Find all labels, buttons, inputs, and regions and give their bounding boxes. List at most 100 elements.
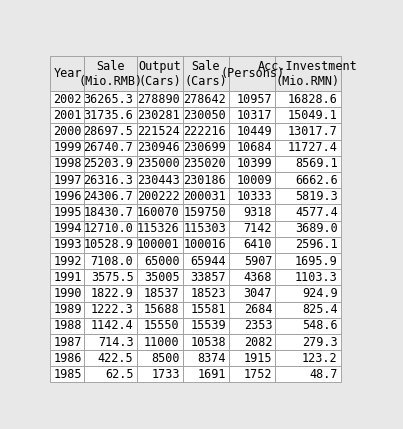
Bar	[275, 156, 341, 172]
Text: 8569.1: 8569.1	[295, 157, 338, 170]
Text: 15539: 15539	[190, 319, 226, 332]
Text: 3047: 3047	[244, 287, 272, 300]
Bar	[137, 57, 183, 91]
Bar	[50, 156, 84, 172]
Bar	[275, 350, 341, 366]
Bar	[50, 285, 84, 302]
Text: 2002: 2002	[54, 93, 82, 106]
Text: 235000: 235000	[137, 157, 180, 170]
Bar	[50, 366, 84, 383]
Bar	[183, 107, 229, 124]
Text: 28697.5: 28697.5	[83, 125, 133, 138]
Bar	[84, 107, 137, 124]
Text: 11727.4: 11727.4	[288, 141, 338, 154]
Bar	[84, 318, 137, 334]
Bar	[84, 350, 137, 366]
Bar	[275, 334, 341, 350]
Bar	[229, 221, 275, 237]
Bar	[137, 107, 183, 124]
Text: 1733: 1733	[151, 368, 180, 381]
Bar	[50, 237, 84, 253]
Text: 2082: 2082	[244, 335, 272, 348]
Text: 6410: 6410	[244, 239, 272, 251]
Bar	[275, 285, 341, 302]
Bar	[275, 91, 341, 107]
Bar	[84, 285, 137, 302]
Text: 160070: 160070	[137, 206, 180, 219]
Text: 1994: 1994	[54, 222, 82, 235]
Bar	[183, 124, 229, 140]
Bar	[50, 91, 84, 107]
Bar	[84, 269, 137, 285]
Text: 15049.1: 15049.1	[288, 109, 338, 122]
Text: 26316.3: 26316.3	[83, 174, 133, 187]
Text: 5907: 5907	[244, 254, 272, 268]
Text: 2001: 2001	[54, 109, 82, 122]
Bar	[84, 172, 137, 188]
Text: 1142.4: 1142.4	[91, 319, 133, 332]
Bar	[229, 253, 275, 269]
Bar	[137, 124, 183, 140]
Bar	[275, 366, 341, 383]
Bar	[183, 285, 229, 302]
Bar	[137, 318, 183, 334]
Text: 230186: 230186	[183, 174, 226, 187]
Bar	[84, 366, 137, 383]
Bar	[84, 205, 137, 221]
Text: 24306.7: 24306.7	[83, 190, 133, 203]
Bar	[275, 205, 341, 221]
Text: 200222: 200222	[137, 190, 180, 203]
Text: 31735.6: 31735.6	[83, 109, 133, 122]
Bar	[84, 91, 137, 107]
Text: 230946: 230946	[137, 141, 180, 154]
Bar	[183, 57, 229, 91]
Text: 4577.4: 4577.4	[295, 206, 338, 219]
Text: 230443: 230443	[137, 174, 180, 187]
Text: 65000: 65000	[144, 254, 180, 268]
Bar	[50, 269, 84, 285]
Bar	[229, 91, 275, 107]
Bar	[50, 350, 84, 366]
Text: 235020: 235020	[183, 157, 226, 170]
Text: 924.9: 924.9	[302, 287, 338, 300]
Text: 10957: 10957	[237, 93, 272, 106]
Text: 2596.1: 2596.1	[295, 239, 338, 251]
Bar	[183, 302, 229, 318]
Text: 4368: 4368	[244, 271, 272, 284]
Bar	[229, 188, 275, 205]
Bar	[84, 221, 137, 237]
Text: 8500: 8500	[151, 352, 180, 365]
Text: 15581: 15581	[190, 303, 226, 316]
Bar	[183, 237, 229, 253]
Bar	[229, 366, 275, 383]
Bar	[183, 91, 229, 107]
Bar	[137, 237, 183, 253]
Bar	[229, 285, 275, 302]
Bar	[84, 57, 137, 91]
Text: 9318: 9318	[244, 206, 272, 219]
Text: 10449: 10449	[237, 125, 272, 138]
Text: 2000: 2000	[54, 125, 82, 138]
Text: 115326: 115326	[137, 222, 180, 235]
Text: Sale
(Mio.RMB): Sale (Mio.RMB)	[78, 60, 142, 88]
Text: 1691: 1691	[197, 368, 226, 381]
Bar	[183, 366, 229, 383]
Bar	[275, 188, 341, 205]
Text: 1222.3: 1222.3	[91, 303, 133, 316]
Bar	[50, 124, 84, 140]
Text: 2353: 2353	[244, 319, 272, 332]
Bar	[183, 318, 229, 334]
Bar	[137, 172, 183, 188]
Text: Acc.Investment
(Mio.RMN): Acc.Investment (Mio.RMN)	[258, 60, 358, 88]
Bar	[84, 253, 137, 269]
Text: 279.3: 279.3	[302, 335, 338, 348]
Text: 33857: 33857	[190, 271, 226, 284]
Text: 278642: 278642	[183, 93, 226, 106]
Text: 26740.7: 26740.7	[83, 141, 133, 154]
Text: 1752: 1752	[244, 368, 272, 381]
Bar	[229, 124, 275, 140]
Text: 1988: 1988	[54, 319, 82, 332]
Text: 10528.9: 10528.9	[83, 239, 133, 251]
Bar	[229, 237, 275, 253]
Text: 200031: 200031	[183, 190, 226, 203]
